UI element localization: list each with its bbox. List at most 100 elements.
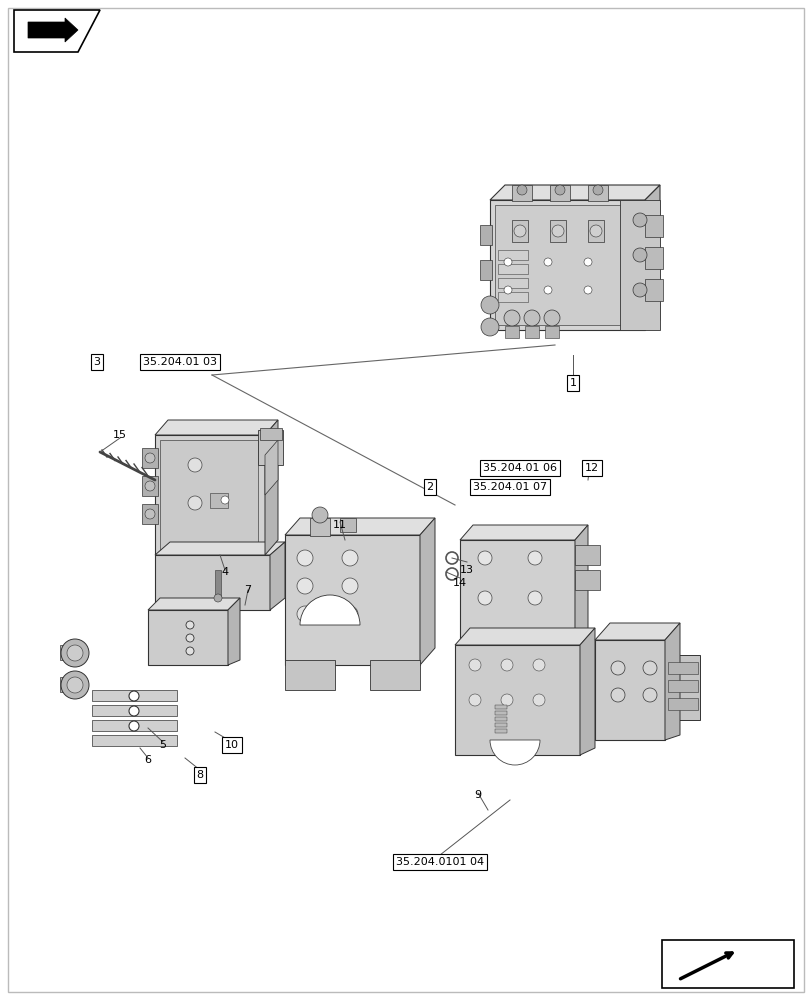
- Circle shape: [311, 507, 328, 523]
- Polygon shape: [370, 660, 419, 690]
- Circle shape: [214, 594, 221, 602]
- Circle shape: [642, 688, 656, 702]
- Circle shape: [145, 509, 155, 519]
- Bar: [587, 185, 607, 201]
- Bar: [155, 555, 270, 610]
- Text: 13: 13: [460, 565, 474, 575]
- Polygon shape: [664, 623, 679, 740]
- Circle shape: [445, 568, 457, 580]
- Bar: [594, 640, 664, 740]
- Polygon shape: [264, 420, 277, 555]
- Bar: [667, 680, 697, 692]
- Polygon shape: [454, 628, 594, 645]
- Circle shape: [633, 283, 646, 297]
- Circle shape: [67, 645, 83, 661]
- Polygon shape: [14, 10, 100, 52]
- Circle shape: [129, 691, 139, 701]
- Polygon shape: [264, 440, 277, 495]
- Bar: [60, 677, 78, 692]
- Circle shape: [129, 721, 139, 731]
- Bar: [495, 729, 506, 733]
- Bar: [479, 260, 491, 280]
- Text: 35.204.01 03: 35.204.01 03: [143, 357, 217, 367]
- Bar: [495, 705, 506, 709]
- Text: 11: 11: [333, 520, 346, 530]
- Circle shape: [523, 310, 539, 326]
- Bar: [495, 205, 637, 325]
- Bar: [664, 655, 699, 720]
- Bar: [340, 518, 355, 532]
- Bar: [525, 326, 539, 338]
- Circle shape: [480, 296, 499, 314]
- Polygon shape: [419, 518, 435, 665]
- Text: 6: 6: [144, 755, 152, 765]
- Text: 7: 7: [244, 585, 251, 595]
- Bar: [155, 435, 264, 555]
- Circle shape: [478, 551, 491, 565]
- Bar: [160, 440, 258, 550]
- Polygon shape: [594, 623, 679, 640]
- Bar: [495, 711, 506, 715]
- Circle shape: [500, 694, 513, 706]
- Bar: [258, 430, 283, 465]
- Circle shape: [513, 225, 526, 237]
- Text: 10: 10: [225, 740, 238, 750]
- Bar: [142, 448, 158, 468]
- Bar: [549, 185, 569, 201]
- Polygon shape: [460, 525, 587, 540]
- Circle shape: [469, 659, 480, 671]
- Bar: [644, 279, 663, 301]
- Circle shape: [504, 286, 512, 294]
- Circle shape: [478, 591, 491, 605]
- Circle shape: [145, 453, 155, 463]
- Bar: [667, 698, 697, 710]
- Bar: [544, 326, 558, 338]
- Polygon shape: [155, 542, 285, 555]
- Circle shape: [186, 634, 194, 642]
- Bar: [142, 476, 158, 496]
- Circle shape: [543, 310, 560, 326]
- Polygon shape: [155, 420, 277, 435]
- Circle shape: [532, 659, 544, 671]
- Polygon shape: [148, 598, 240, 610]
- Bar: [260, 428, 281, 440]
- Text: 35.204.01 06: 35.204.01 06: [483, 463, 556, 473]
- Text: 12: 12: [584, 463, 599, 473]
- Bar: [644, 247, 663, 269]
- Wedge shape: [299, 595, 359, 625]
- Bar: [504, 326, 518, 338]
- Bar: [92, 735, 177, 746]
- Bar: [92, 720, 177, 731]
- Circle shape: [527, 551, 541, 565]
- Bar: [215, 570, 221, 598]
- Circle shape: [500, 659, 513, 671]
- Circle shape: [610, 661, 624, 675]
- Circle shape: [61, 671, 89, 699]
- Text: 35.204.01 07: 35.204.01 07: [472, 482, 547, 492]
- Bar: [574, 545, 599, 565]
- Circle shape: [186, 647, 194, 655]
- Bar: [497, 292, 527, 302]
- Bar: [512, 220, 527, 242]
- Circle shape: [341, 606, 358, 622]
- Circle shape: [517, 185, 526, 195]
- Bar: [620, 200, 659, 330]
- Circle shape: [583, 258, 591, 266]
- Bar: [489, 200, 644, 330]
- Circle shape: [590, 225, 601, 237]
- Circle shape: [480, 318, 499, 336]
- Circle shape: [188, 496, 202, 510]
- Bar: [495, 717, 506, 721]
- Circle shape: [532, 694, 544, 706]
- Circle shape: [504, 258, 512, 266]
- Circle shape: [297, 550, 312, 566]
- Bar: [497, 278, 527, 288]
- Bar: [148, 610, 228, 665]
- Text: 8: 8: [196, 770, 204, 780]
- Bar: [512, 185, 531, 201]
- Bar: [60, 645, 78, 660]
- Circle shape: [592, 185, 603, 195]
- Text: 9: 9: [474, 790, 481, 800]
- Circle shape: [129, 706, 139, 716]
- Bar: [479, 225, 491, 245]
